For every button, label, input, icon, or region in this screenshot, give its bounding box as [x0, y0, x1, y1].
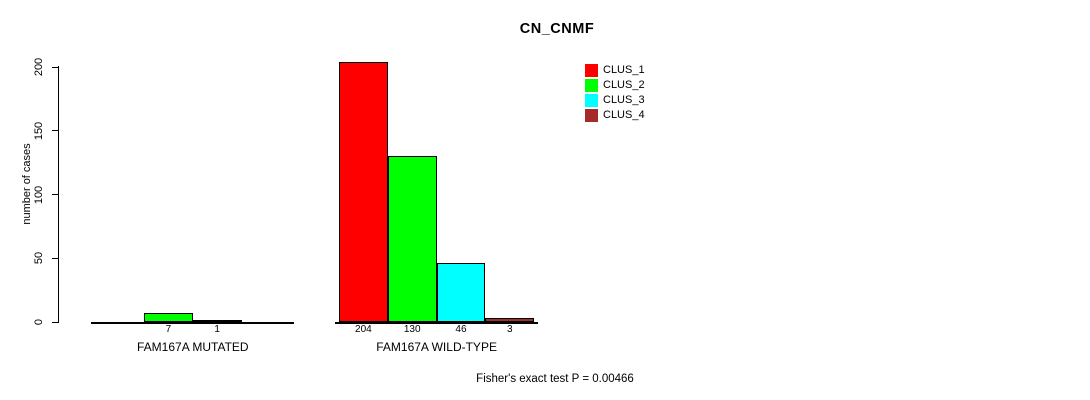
y-tick-mark	[51, 257, 59, 259]
y-tick-mark	[51, 66, 59, 68]
bar-value-label: 7	[165, 324, 172, 335]
bar-clus_4-group2	[485, 318, 535, 322]
legend: CLUS_1 CLUS_2 CLUS_3 CLUS_4	[585, 63, 645, 123]
legend-swatch-icon	[585, 79, 598, 92]
bar-clus_1-group2	[339, 61, 388, 322]
bar-value-label: 204	[355, 324, 372, 335]
group-label-wild-type: FAM167A WILD-TYPE	[376, 340, 497, 354]
y-axis-line	[58, 66, 60, 323]
bar-clus_2-group2	[387, 156, 437, 322]
y-tick-mark	[51, 194, 59, 196]
legend-label: CLUS_2	[603, 79, 645, 91]
bar-value-label: 46	[455, 324, 467, 335]
legend-swatch-icon	[585, 94, 598, 107]
bar-value-label: 130	[403, 324, 421, 335]
legend-row: CLUS_2	[585, 78, 645, 93]
bar-clus_3-group1	[192, 320, 242, 322]
y-tick-mark	[51, 130, 59, 132]
bar-clus_2-group1	[144, 313, 193, 322]
bar-clus_3-group2	[436, 263, 486, 322]
chart-title: CN_CNMF	[519, 21, 595, 37]
legend-row: CLUS_1	[585, 63, 645, 78]
y-tick-label: 100	[33, 185, 45, 204]
group-label-mutated: FAM167A MUTATED	[137, 340, 249, 354]
legend-label: CLUS_4	[603, 109, 645, 121]
legend-label: CLUS_3	[603, 94, 645, 106]
y-tick-mark	[51, 321, 59, 323]
y-tick-label: 200	[33, 57, 45, 77]
bar-value-label: 1	[214, 324, 220, 335]
legend-row: CLUS_3	[585, 93, 645, 108]
y-tick-label: 50	[33, 252, 45, 265]
y-tick-label: 150	[33, 121, 45, 140]
x-axis-baseline	[91, 322, 295, 324]
legend-label: CLUS_1	[603, 64, 645, 76]
y-axis-title: number of cases	[21, 143, 33, 225]
y-tick-label: 0	[33, 318, 45, 326]
x-axis-baseline	[335, 322, 539, 324]
legend-swatch-icon	[585, 109, 598, 122]
legend-row: CLUS_4	[585, 108, 645, 123]
bar-value-label: 3	[507, 324, 513, 335]
fisher-test-annotation: Fisher's exact test P = 0.00466	[476, 373, 634, 385]
legend-swatch-icon	[585, 64, 598, 77]
